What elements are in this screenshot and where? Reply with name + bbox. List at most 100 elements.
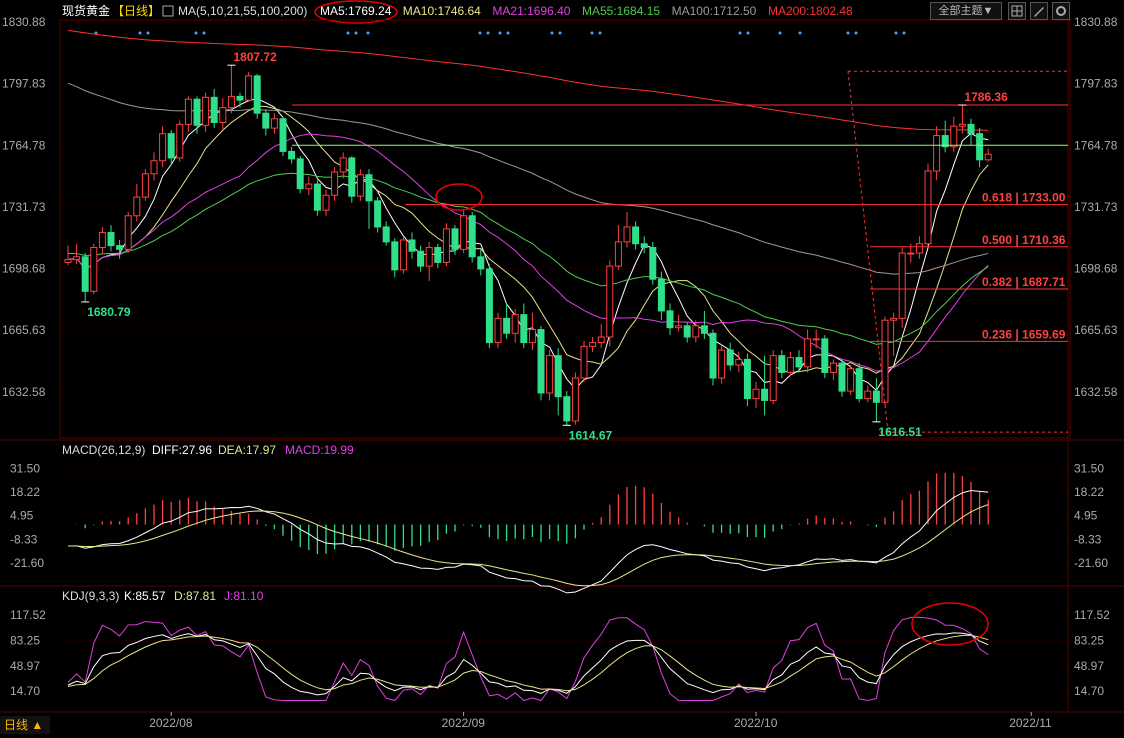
candle xyxy=(881,316,889,407)
event-marker-8 xyxy=(478,31,482,35)
candle-body xyxy=(425,246,433,267)
time-tick-0: 2022/08 xyxy=(149,716,193,730)
candle-body xyxy=(176,123,184,159)
candle xyxy=(563,391,571,426)
candle-body xyxy=(812,338,820,341)
kdj-tick-left-1: 83.25 xyxy=(10,634,40,648)
candle xyxy=(571,372,579,425)
candle-body xyxy=(434,246,442,263)
price-tick-left-4: 1698.68 xyxy=(2,262,46,276)
candle xyxy=(554,348,562,416)
kdj-label: KDJ(9,3,3) xyxy=(62,589,119,603)
candle xyxy=(434,243,442,268)
candle xyxy=(597,323,605,349)
candle xyxy=(365,169,373,229)
candle-body xyxy=(382,226,390,243)
kdj-tick-right-2: 48.97 xyxy=(1074,659,1104,673)
ma-value-4: MA100:1712.50 xyxy=(672,4,757,18)
candle-body xyxy=(683,325,691,338)
candle-body xyxy=(494,317,502,344)
candle-body xyxy=(881,319,889,403)
candle xyxy=(253,74,261,119)
candle-body xyxy=(81,256,89,292)
candle xyxy=(270,113,278,134)
candle-body xyxy=(305,183,313,190)
candle-body xyxy=(675,325,683,329)
candle-body xyxy=(408,239,416,252)
candle-body xyxy=(984,153,992,161)
event-marker-22 xyxy=(894,31,898,35)
candle xyxy=(976,128,984,168)
candle xyxy=(941,120,949,153)
candle xyxy=(933,126,941,181)
theme-dropdown[interactable]: 全部主题▼ xyxy=(930,2,1002,20)
grid-toggle-icon[interactable] xyxy=(1008,2,1026,20)
price-axis: 1830.88 1830.88 1797.83 1797.83 1764.78 1764.… xyxy=(2,15,1118,399)
kdj-panel[interactable]: 117.52 117.52 83.25 83.25 48.97 48.97 14.70 14.… xyxy=(10,608,1110,702)
ma5-highlight-circle xyxy=(314,0,398,24)
candle xyxy=(709,329,717,386)
period-tag: 【日线】 xyxy=(112,4,160,18)
candle-body xyxy=(735,358,743,366)
candle xyxy=(743,353,751,407)
candle-body xyxy=(597,336,605,344)
event-marker-4 xyxy=(202,31,206,35)
candle-body xyxy=(262,112,270,129)
candle-body xyxy=(331,171,339,196)
macd-panel[interactable]: 31.50 31.50 18.22 18.22 4.95 4.95 -8.33 -8.33 -2… xyxy=(10,461,1108,594)
candle-body xyxy=(769,355,777,401)
price-label-3: 1616.51 xyxy=(878,425,922,439)
candle xyxy=(666,303,674,336)
candle-body xyxy=(692,325,700,338)
candle-body xyxy=(365,174,373,202)
candle xyxy=(98,226,106,254)
grid xyxy=(0,0,1124,713)
candle xyxy=(494,312,502,349)
candle-body xyxy=(73,256,81,261)
candle xyxy=(528,312,536,351)
candle-body xyxy=(614,241,622,267)
candle xyxy=(141,169,149,201)
macd-tick-left-3: -8.33 xyxy=(10,532,38,546)
candle xyxy=(202,92,210,132)
candle xyxy=(958,104,966,134)
candle-body xyxy=(958,123,966,127)
candle-body xyxy=(571,377,579,422)
candle xyxy=(589,337,597,352)
candle-body xyxy=(829,362,837,373)
drawing-tool-icon[interactable] xyxy=(1030,2,1048,20)
candle xyxy=(752,381,760,408)
price-tick-left-2: 1764.78 xyxy=(2,138,46,152)
candle xyxy=(537,325,545,401)
candle-body xyxy=(847,368,855,392)
event-marker-9 xyxy=(486,31,490,35)
event-marker-21 xyxy=(854,31,858,35)
candle-body xyxy=(451,228,459,250)
event-marker-3 xyxy=(194,31,198,35)
ma-label: MA(5,10,21,55,100,200) xyxy=(178,4,307,18)
macd-tick-right-0: 31.50 xyxy=(1074,461,1104,475)
macd-tick-left-4: -21.60 xyxy=(10,556,44,570)
candle xyxy=(288,146,296,164)
candle xyxy=(795,350,803,373)
event-marker-23 xyxy=(902,31,906,35)
candle-body xyxy=(167,133,175,159)
candle-body xyxy=(485,268,493,344)
settings-icon[interactable] xyxy=(1052,2,1070,20)
candles[interactable] xyxy=(64,65,992,426)
macd-dea-line xyxy=(67,504,989,587)
candle xyxy=(786,351,794,377)
candle xyxy=(339,152,347,179)
ma-value-3: MA55:1684.15 xyxy=(582,4,660,18)
period-button-bg[interactable] xyxy=(0,716,50,734)
price-tick-right-2: 1764.78 xyxy=(1074,138,1118,152)
candle xyxy=(408,232,416,259)
fib-label-1: 0.500 | 1710.36 xyxy=(982,233,1066,247)
kdj-tick-right-0: 117.52 xyxy=(1074,608,1110,622)
candle-body xyxy=(296,158,304,190)
candle-body xyxy=(890,317,898,321)
candle xyxy=(847,364,855,395)
ma-value-0: MA5:1769.24 xyxy=(320,4,392,18)
period-button[interactable]: 日线 ▲ xyxy=(4,718,43,732)
